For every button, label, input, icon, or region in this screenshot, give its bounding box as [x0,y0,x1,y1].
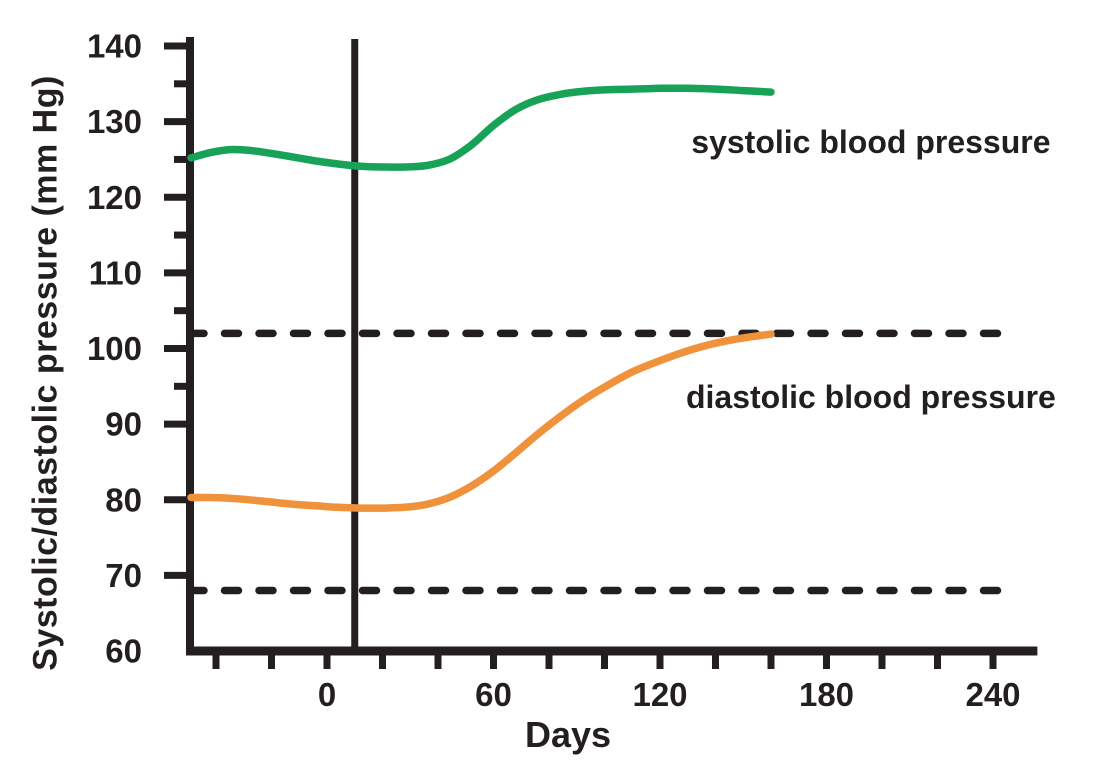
y-tick-label-60: 60 [105,633,142,670]
diastolic-curve [187,330,775,512]
y-tick-label-110: 110 [89,254,142,291]
diastolic-series-label: diastolic blood pressure [686,379,1056,415]
y-tick-label-90: 90 [105,406,142,443]
x-tick-label-240: 240 [965,676,1020,713]
x-tick-label-0: 0 [318,676,336,713]
x-axis-title: Days [524,714,612,755]
y-tick-label-80: 80 [105,481,142,518]
y-tick-label-70: 70 [105,557,142,594]
x-tick-label-180: 180 [799,676,854,713]
y-tick-label-130: 130 [87,103,142,140]
systolic-curve [187,84,775,171]
x-tick-label-120: 120 [632,676,687,713]
y-axis-title: Systolic/diastolic pressure (mm Hg) [26,75,65,671]
x-tick-label-60: 60 [475,676,512,713]
y-tick-label-140: 140 [87,28,142,65]
systolic-series-label: systolic blood pressure [691,124,1050,160]
y-tick-label-120: 120 [87,179,142,216]
y-tick-label-100: 100 [87,330,142,367]
